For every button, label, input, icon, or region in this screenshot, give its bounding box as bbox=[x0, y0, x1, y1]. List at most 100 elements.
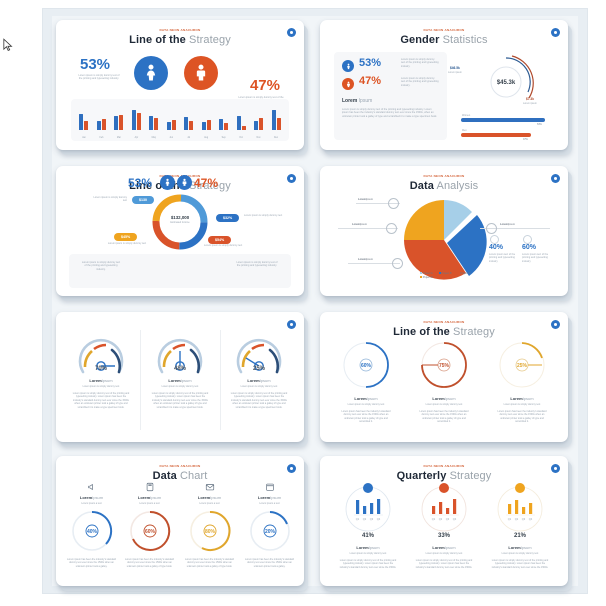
bottom-summary-panel bbox=[69, 254, 291, 288]
female-icon bbox=[342, 60, 354, 72]
callout-bold: Lorem bbox=[358, 258, 366, 261]
page-title: Line of the Strategy bbox=[320, 326, 568, 338]
callout-light: Ipsum bbox=[365, 198, 374, 201]
progress-ring-icon: 40% bbox=[71, 510, 112, 551]
item-sub: Lorem ipsum a text bbox=[81, 501, 102, 505]
progress-ring-icon: 60% bbox=[343, 342, 389, 388]
slide-5-gauges[interactable]: 70% LoremIpsum Lorem ipsum is simply dum… bbox=[56, 312, 304, 442]
svg-text:Q1: Q1 bbox=[432, 517, 436, 521]
slide-7-data-chart[interactable]: Data Neon anachron Data Chart LoremIpsum… bbox=[56, 456, 304, 586]
slide-6-line-of-the-strategy-rings[interactable]: Data Neon anachron Line of the Strategy … bbox=[320, 312, 568, 442]
gauge-body: Lorem ipsum is simply dummy text of the … bbox=[72, 391, 130, 409]
bar bbox=[131, 109, 136, 130]
slide-4-data-analysis[interactable]: Data Neon anachron Data Analysis LoremIp… bbox=[320, 166, 568, 296]
callout-pill-top[interactable]: $130 bbox=[132, 196, 154, 204]
mouse-cursor-icon bbox=[3, 38, 13, 51]
bar bbox=[154, 118, 159, 130]
callout-pill-right[interactable]: $32% bbox=[216, 214, 240, 222]
bar-group bbox=[219, 119, 229, 130]
left-percent-value: 53% bbox=[359, 57, 382, 69]
circle-badge-icon[interactable] bbox=[287, 320, 296, 329]
quarter-value: 33% bbox=[437, 533, 450, 539]
title-light: Strategy bbox=[453, 326, 495, 338]
bar bbox=[101, 118, 106, 130]
circle-badge-icon[interactable] bbox=[551, 320, 560, 329]
legend-item: Project C bbox=[457, 272, 471, 275]
title-light: Chart bbox=[180, 470, 208, 482]
card-body: Lorem ipsum is simply dummy text of the … bbox=[342, 108, 438, 118]
item-sub: Lorem ipsum a text bbox=[199, 501, 220, 505]
male-icon bbox=[184, 56, 218, 90]
left-percent-value: 53% bbox=[80, 56, 111, 73]
quarterly-bar-chart: Q1 Q2 Q3 Q4 bbox=[421, 483, 467, 532]
bulb-icon bbox=[386, 223, 397, 234]
gauge-value: 48% bbox=[173, 366, 186, 372]
quarter-value: 41% bbox=[361, 533, 374, 539]
month-label: Aug bbox=[204, 137, 209, 139]
title-light: Statistics bbox=[442, 34, 488, 46]
bar-group bbox=[271, 110, 281, 130]
month-label: Apr bbox=[134, 137, 139, 139]
circle-badge-icon[interactable] bbox=[287, 174, 296, 183]
stat-2-value: 60% bbox=[522, 244, 537, 251]
bar-group bbox=[114, 115, 124, 130]
page-title: Data Chart bbox=[56, 470, 304, 482]
bar bbox=[236, 115, 241, 130]
slide-3-line-of-the-strategy-donut[interactable]: Data Neon anachron Line of the Strategy … bbox=[56, 166, 304, 296]
svg-text:Q3: Q3 bbox=[370, 517, 374, 521]
title-light: Strategy bbox=[189, 34, 231, 46]
slide-2-gender-statistics[interactable]: Data Neon anachron Gender Statistics 53%… bbox=[320, 20, 568, 150]
callout-pill-left[interactable]: $45% bbox=[114, 233, 138, 241]
ring-column-1: 60% LoremIpsum Lorem ipsum is simply dum… bbox=[330, 340, 402, 424]
item-value-text: 20% bbox=[264, 529, 275, 535]
leader-line-1 bbox=[356, 203, 400, 204]
circle-badge-icon[interactable] bbox=[551, 464, 560, 473]
bar bbox=[171, 119, 176, 130]
bar bbox=[136, 112, 141, 130]
svg-text:$45.3k: $45.3k bbox=[497, 80, 516, 86]
info-icon bbox=[523, 235, 532, 244]
title-bold: Gender bbox=[400, 34, 440, 46]
chart-column-1: LoremIpsum Lorem ipsum a text 40% Lorem … bbox=[64, 482, 119, 568]
ring-column-3: 25% LoremIpsum Lorem ipsum is simply dum… bbox=[486, 340, 558, 424]
ring-sublabel-right: Lorem ipsum bbox=[523, 102, 537, 105]
item-body: Lorem ipsum has been the industry's stan… bbox=[185, 557, 234, 568]
bar bbox=[96, 121, 101, 130]
circle-badge-icon[interactable] bbox=[551, 174, 560, 183]
legend-item: Project B bbox=[438, 272, 452, 275]
slide-1-line-of-the-strategy[interactable]: Data Neon anachron Line of the Strategy … bbox=[56, 20, 304, 150]
circle-badge-icon[interactable] bbox=[551, 28, 560, 37]
callout-note-left: Lorem ipsum is simply dummy text bbox=[107, 242, 147, 245]
callout-pill-bottom-right[interactable]: $54% bbox=[208, 236, 232, 244]
item-sub: Lorem ipsum a text bbox=[259, 501, 280, 505]
svg-text:Q2: Q2 bbox=[439, 517, 443, 521]
bottom-right-text: Lorem ipsum is simply dummy text of the … bbox=[236, 261, 278, 268]
month-label: Jul bbox=[187, 137, 191, 139]
circle-badge-icon[interactable] bbox=[287, 28, 296, 37]
leader-line-right bbox=[480, 228, 550, 229]
male-icon bbox=[342, 78, 354, 90]
ring-sublabel-left: Lorem ipsum bbox=[448, 71, 462, 74]
gauge-sub: Lorem ipsum is simply dummy text bbox=[82, 384, 120, 388]
quarter-body: Lorem ipsum is simply dummy text of the … bbox=[491, 558, 549, 569]
quarter-body: Lorem ipsum is simply dummy text of the … bbox=[339, 558, 397, 569]
left-callout-1: LoremIpsum bbox=[358, 198, 373, 201]
circle-badge-icon[interactable] bbox=[287, 464, 296, 473]
left-note: Lorem ipsum is simply dummy text of the … bbox=[401, 58, 439, 68]
ring-value-text: 60% bbox=[361, 363, 372, 369]
left-percent-value: 53% bbox=[128, 176, 153, 190]
title-light: Analysis bbox=[436, 180, 479, 192]
slide-eyebrow: Data Neon anachron bbox=[423, 320, 465, 324]
ring-label-right: $7.3k bbox=[526, 97, 534, 101]
card-heading: Lorem Ipsum bbox=[342, 98, 372, 104]
month-label: Jan bbox=[82, 137, 86, 139]
female-icon bbox=[134, 56, 168, 90]
svg-text:Q3: Q3 bbox=[446, 517, 450, 521]
quarter-sub: Lorem ipsum is simply dummy text bbox=[501, 551, 539, 555]
progress-ring-icon: 20% bbox=[249, 510, 290, 551]
pie-chart bbox=[404, 200, 487, 280]
svg-text:Q4: Q4 bbox=[453, 517, 457, 521]
month-label: May bbox=[151, 137, 156, 139]
slide-8-quarterly-strategy[interactable]: Data Neon anachron Quarterly Strategy Q1… bbox=[320, 456, 568, 586]
